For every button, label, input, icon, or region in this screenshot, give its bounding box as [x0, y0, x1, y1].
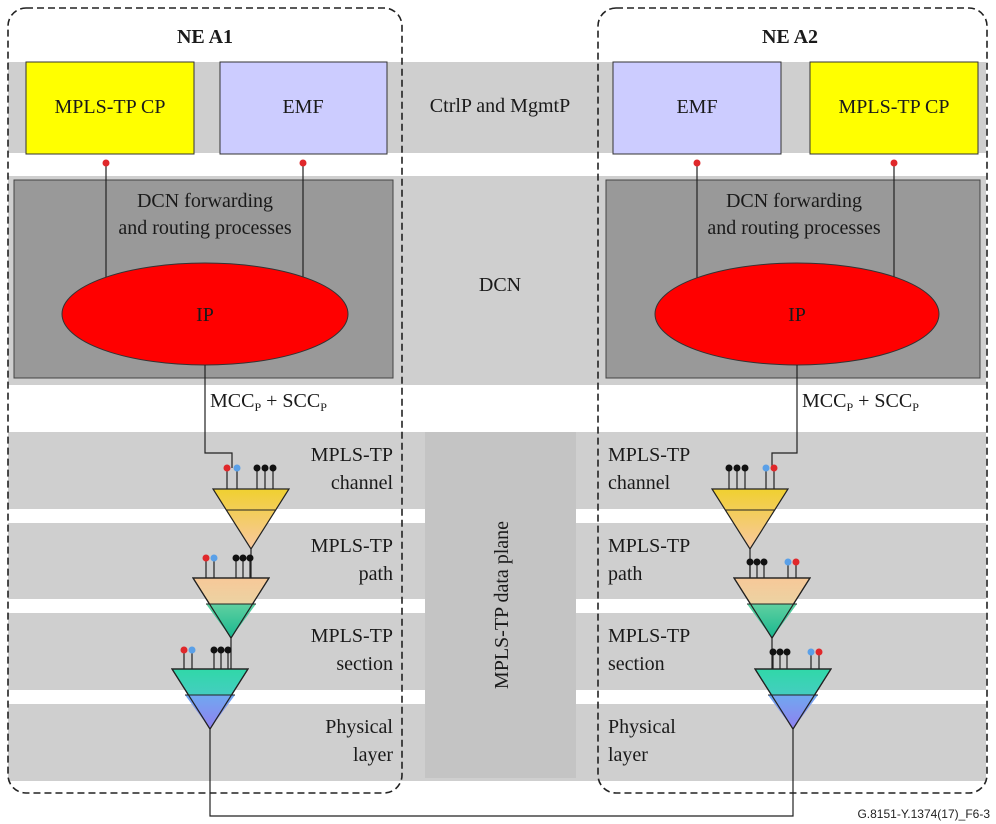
ne-a2-layer-path-line2: path	[608, 563, 642, 585]
ne-a1-ip-to-channel-line	[204, 365, 233, 468]
ne-a1-layer-section-line2: section	[336, 653, 393, 675]
ne-a1-cp-box	[25, 61, 195, 155]
ne-a1-cp-label: MPLS-TP CP	[55, 96, 166, 118]
ne-a2-mcc-scc-label: MCCP + SCCP	[802, 390, 919, 414]
ne-a1-layer-section-line1: MPLS-TP	[311, 625, 393, 647]
ctrlp-mgmtp-label: CtrlP and MgmtP	[430, 95, 570, 117]
ne-a2-ip-to-channel-line	[771, 365, 798, 468]
ne-a2-cp-label: MPLS-TP CP	[839, 96, 950, 118]
ne-a1-layer-physical-line2: layer	[353, 744, 393, 766]
ne-a1-layer-path-line1: MPLS-TP	[311, 535, 393, 557]
ne-a2-layer-section-line1: MPLS-TP	[608, 625, 690, 647]
ne-a2-section-adaptation	[753, 648, 833, 731]
ne-a2-emf-port	[693, 159, 701, 167]
ne-a1-ip-label: IP	[196, 304, 214, 326]
ne-a2-layer-section-line2: section	[608, 653, 665, 675]
ne-a1-title: NE A1	[177, 26, 233, 48]
ne-a2-layer-channel-line2: channel	[608, 472, 671, 494]
ne-a1-layer-path-line2: path	[359, 563, 393, 585]
ne-a2-layer-path-line1: MPLS-TP	[608, 535, 690, 557]
ne-a2-layer-physical-line1: Physical	[608, 716, 676, 738]
ne-a1-path-adaptation	[191, 554, 271, 640]
ne-a1-channel-adaptation	[211, 464, 291, 551]
ne-a2-path-adaptation	[732, 558, 812, 640]
ne-a2-layer-channel-line1: MPLS-TP	[608, 444, 690, 466]
ne-a2-layer-physical-line2: layer	[608, 744, 648, 766]
ne-a1-section-adaptation	[170, 646, 250, 731]
dcn-label: DCN	[479, 274, 521, 296]
ne-a2-dcn-process-line1: DCN forwarding	[726, 190, 862, 212]
ne-a2-cp-box	[809, 61, 979, 155]
ne-a2-emf-label: EMF	[676, 96, 717, 118]
ne-a1-dcn-process-line2: and routing processes	[118, 217, 292, 239]
ne-a2-emf-box	[612, 61, 782, 155]
physical-link	[209, 729, 794, 817]
ne-a2-dcn-process-line2: and routing processes	[707, 217, 881, 239]
ne-a1-layer-physical-line1: Physical	[325, 716, 393, 738]
ne-a1-dcn-process-line1: DCN forwarding	[137, 190, 273, 212]
ne-a1-layer-channel-line2: channel	[331, 472, 394, 494]
ne-a1-mcc-scc-label: MCCP + SCCP	[210, 390, 327, 414]
ne-a1-emf-label: EMF	[282, 96, 323, 118]
ne-a1-emf-port	[299, 159, 307, 167]
ne-a1-cp-port	[102, 159, 110, 167]
data-plane-label: MPLS-TP data plane	[491, 521, 513, 689]
ne-a2-title: NE A2	[762, 26, 818, 48]
ne-a1-emf-box	[219, 61, 388, 155]
ne-a2-ip-label: IP	[788, 304, 806, 326]
figure-id: G.8151-Y.1374(17)_F6-3	[857, 807, 990, 821]
ne-a2-channel-adaptation	[710, 464, 790, 551]
ne-a1-layer-channel-line1: MPLS-TP	[311, 444, 393, 466]
ne-a1-frame	[7, 7, 403, 794]
data-plane-box	[425, 432, 576, 778]
ne-a2-cp-port	[890, 159, 898, 167]
